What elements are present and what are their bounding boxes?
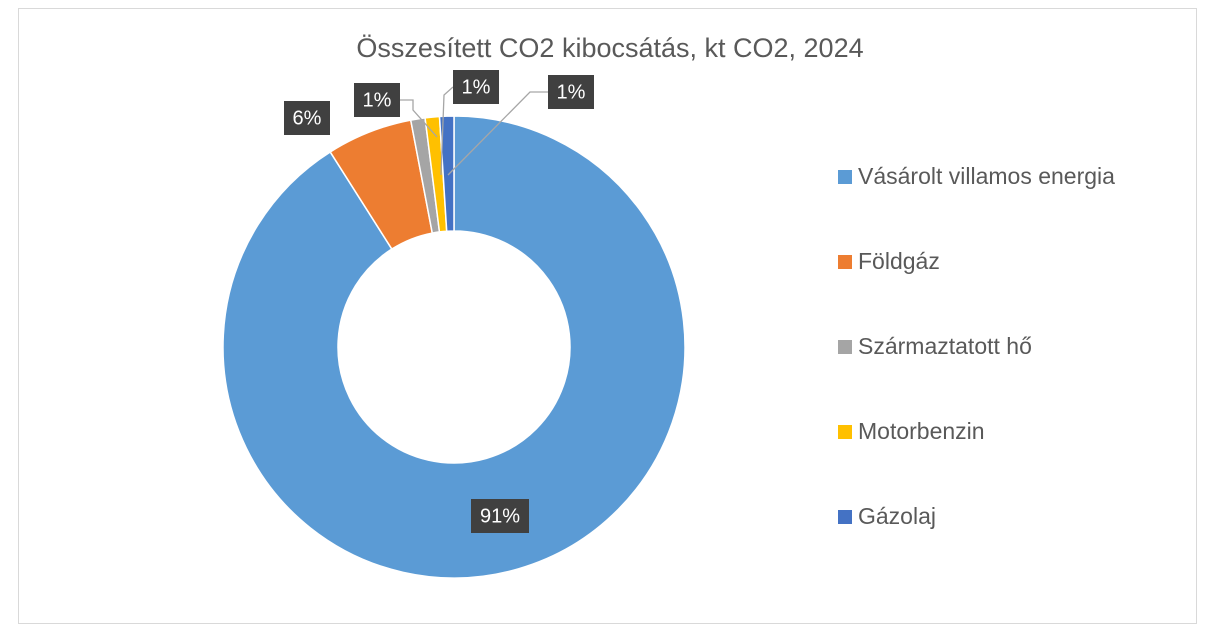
legend-label: Gázolaj <box>858 503 936 529</box>
data-label-box <box>284 101 330 135</box>
legend-swatch <box>838 340 852 354</box>
data-label-box <box>453 70 499 104</box>
legend-label: Származtatott hő <box>858 333 1032 359</box>
legend-swatch <box>838 255 852 269</box>
data-label: 1% <box>557 81 586 103</box>
donut-slice <box>222 115 686 579</box>
data-label: 1% <box>462 76 491 98</box>
data-label-box <box>471 499 529 533</box>
data-label-box <box>354 83 400 117</box>
data-label: 91% <box>480 505 520 527</box>
leader-line <box>440 86 454 176</box>
legend-label: Vásárolt villamos energia <box>858 163 1115 189</box>
data-label: 6% <box>293 107 322 129</box>
legend-label: Motorbenzin <box>858 418 985 444</box>
legend-label: Földgáz <box>858 248 940 274</box>
leader-line <box>447 91 548 176</box>
chart-title: Összesített CO2 kibocsátás, kt CO2, 2024 <box>356 33 863 63</box>
legend-swatch <box>838 170 852 184</box>
data-label: 1% <box>363 89 392 111</box>
legend-swatch <box>838 425 852 439</box>
donut-slice <box>438 115 455 233</box>
legend-swatch <box>838 510 852 524</box>
data-label-box <box>548 75 594 109</box>
leader-line <box>398 99 438 138</box>
